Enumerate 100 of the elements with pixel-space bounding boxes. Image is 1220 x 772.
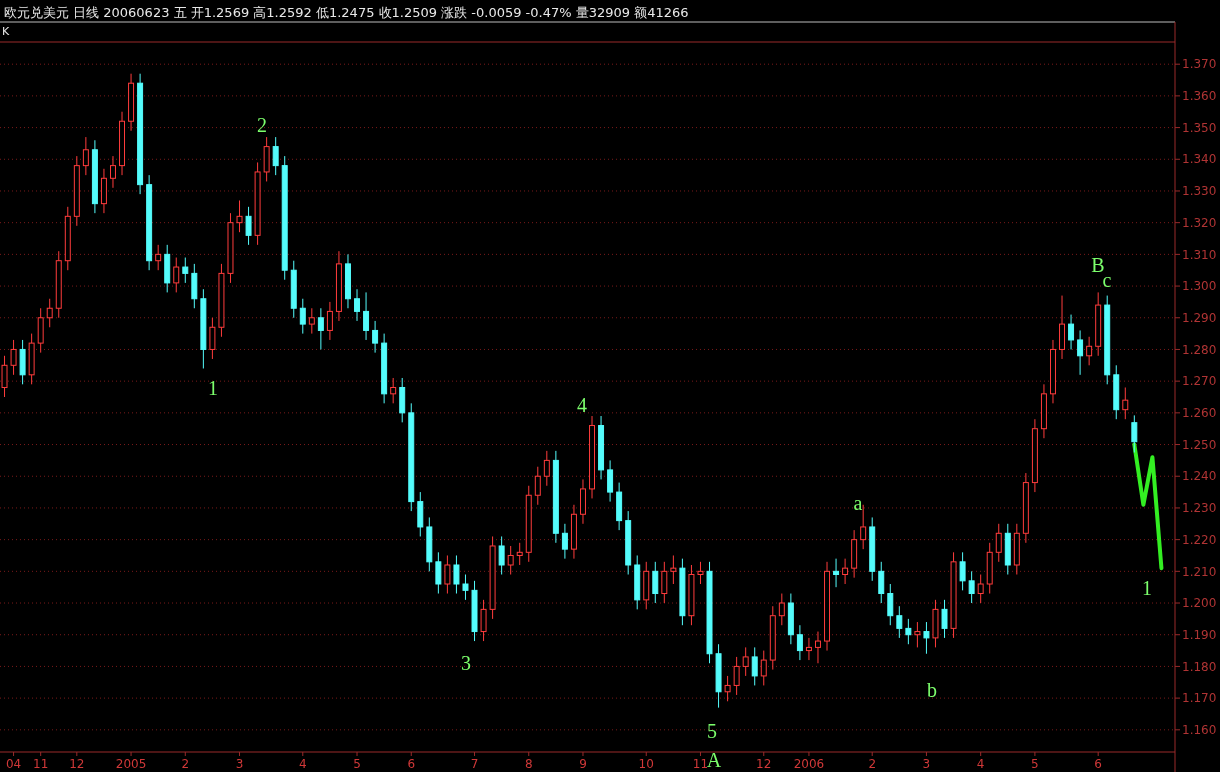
candlestick <box>435 551 442 595</box>
candlestick <box>299 298 306 335</box>
y-tick-label: 1.360 <box>1182 89 1217 104</box>
candlestick <box>326 301 333 341</box>
x-tick-label: 2 <box>181 757 190 771</box>
candlestick <box>1122 386 1129 420</box>
x-tick-label: 3 <box>235 757 244 771</box>
candlestick <box>1068 314 1075 350</box>
x-tick-label: 4 <box>976 757 985 771</box>
x-tick-label: 12 <box>69 757 85 771</box>
x-tick-label: 6 <box>1094 757 1102 771</box>
annotation: 3 <box>461 652 471 674</box>
candlestick <box>1131 414 1138 453</box>
x-tick-label: 10 <box>638 757 654 771</box>
y-tick-label: 1.340 <box>1182 152 1217 167</box>
y-tick-label: 1.260 <box>1182 406 1217 421</box>
candlestick <box>236 199 243 233</box>
candlestick <box>363 291 370 341</box>
candlestick <box>543 450 550 487</box>
candlestick <box>444 554 451 595</box>
x-tick-label: 11 <box>33 757 49 771</box>
candlestick <box>390 377 397 404</box>
y-tick-label: 1.320 <box>1182 215 1217 230</box>
candlestick <box>317 307 324 350</box>
candlestick <box>751 646 758 686</box>
candlestick <box>661 561 668 604</box>
annotation: a <box>853 492 863 514</box>
candlestick <box>941 599 948 639</box>
y-tick-label: 1.180 <box>1182 659 1217 674</box>
candlestick <box>796 624 803 661</box>
candlestick <box>995 523 1002 563</box>
candlestick <box>760 650 767 686</box>
annotation: A <box>706 749 722 771</box>
y-tick-label: 1.230 <box>1182 501 1217 516</box>
candlestick <box>733 656 740 696</box>
y-tick-label: 1.290 <box>1182 310 1217 325</box>
annotation: 5 <box>707 720 717 742</box>
candlestick <box>670 554 677 585</box>
candlestick <box>977 574 984 604</box>
y-tick-label: 1.280 <box>1182 342 1217 357</box>
x-tick-label: 4 <box>298 757 307 771</box>
candlestick <box>507 545 514 575</box>
candlestick <box>1086 336 1093 366</box>
candlestick <box>155 244 162 271</box>
x-tick-label: 2005 <box>115 757 147 771</box>
candlestick <box>308 307 315 335</box>
candlestick <box>182 257 189 284</box>
y-tick-label: 1.200 <box>1182 596 1217 611</box>
candlestick <box>805 637 812 661</box>
candlestick <box>860 504 867 550</box>
candlestick <box>724 675 731 702</box>
annotation: 1 <box>1142 577 1152 599</box>
y-tick-label: 1.310 <box>1182 247 1217 262</box>
x-tick-label: 2006 <box>793 757 825 771</box>
x-tick-label: 7 <box>470 757 479 771</box>
y-tick-label: 1.160 <box>1182 723 1217 738</box>
candlestick <box>516 542 523 566</box>
candlestick <box>10 339 17 376</box>
candlestick <box>498 535 505 575</box>
y-tick-label: 1.270 <box>1182 374 1217 389</box>
candlestick <box>896 605 903 639</box>
candlestick <box>82 136 89 176</box>
candlestick <box>842 558 849 585</box>
x-tick-label: 6 <box>407 757 416 771</box>
y-tick-label: 1.170 <box>1182 691 1217 706</box>
y-tick-label: 1.350 <box>1182 120 1217 135</box>
candlestick <box>173 257 180 293</box>
candlestick <box>453 554 460 595</box>
candlestick <box>372 320 379 354</box>
y-tick-label: 1.300 <box>1182 279 1217 294</box>
candlestick <box>914 621 921 648</box>
candlestick <box>887 583 894 626</box>
annotation: b <box>927 679 937 701</box>
candlestick <box>742 646 749 677</box>
y-tick-label: 1.220 <box>1182 532 1217 547</box>
x-tick-label: 12 <box>756 757 772 771</box>
candlestick <box>480 599 487 642</box>
candlestick <box>534 466 541 506</box>
candlestick <box>245 206 252 246</box>
candlestick <box>354 288 361 322</box>
candlestick <box>1 355 8 398</box>
candlestick <box>462 574 469 601</box>
candlestick <box>778 593 785 626</box>
candlestick <box>959 551 966 591</box>
candlestick <box>110 155 116 189</box>
x-tick-label: 04 <box>5 757 22 771</box>
annotation: 4 <box>577 394 587 416</box>
x-tick-label: 2 <box>868 757 877 771</box>
chart-title: 欧元兑美元 日线 20060623 五 开1.2569 高1.2592 低1.2475 收1.2509 涨跌 -0.0059 -0.47% 量32909 额41266 <box>4 5 689 20</box>
candlestick <box>272 136 279 176</box>
candlestick <box>923 621 930 655</box>
y-tick-label: 1.250 <box>1182 437 1217 452</box>
y-tick-label: 1.370 <box>1182 57 1217 72</box>
annotation: 1 <box>208 377 218 399</box>
annotation: 2 <box>257 114 267 136</box>
x-tick-label: 3 <box>922 757 931 771</box>
candlestick <box>46 298 53 328</box>
candlestick <box>1077 329 1084 376</box>
x-tick-label: 5 <box>353 757 361 771</box>
text: K <box>2 25 10 38</box>
